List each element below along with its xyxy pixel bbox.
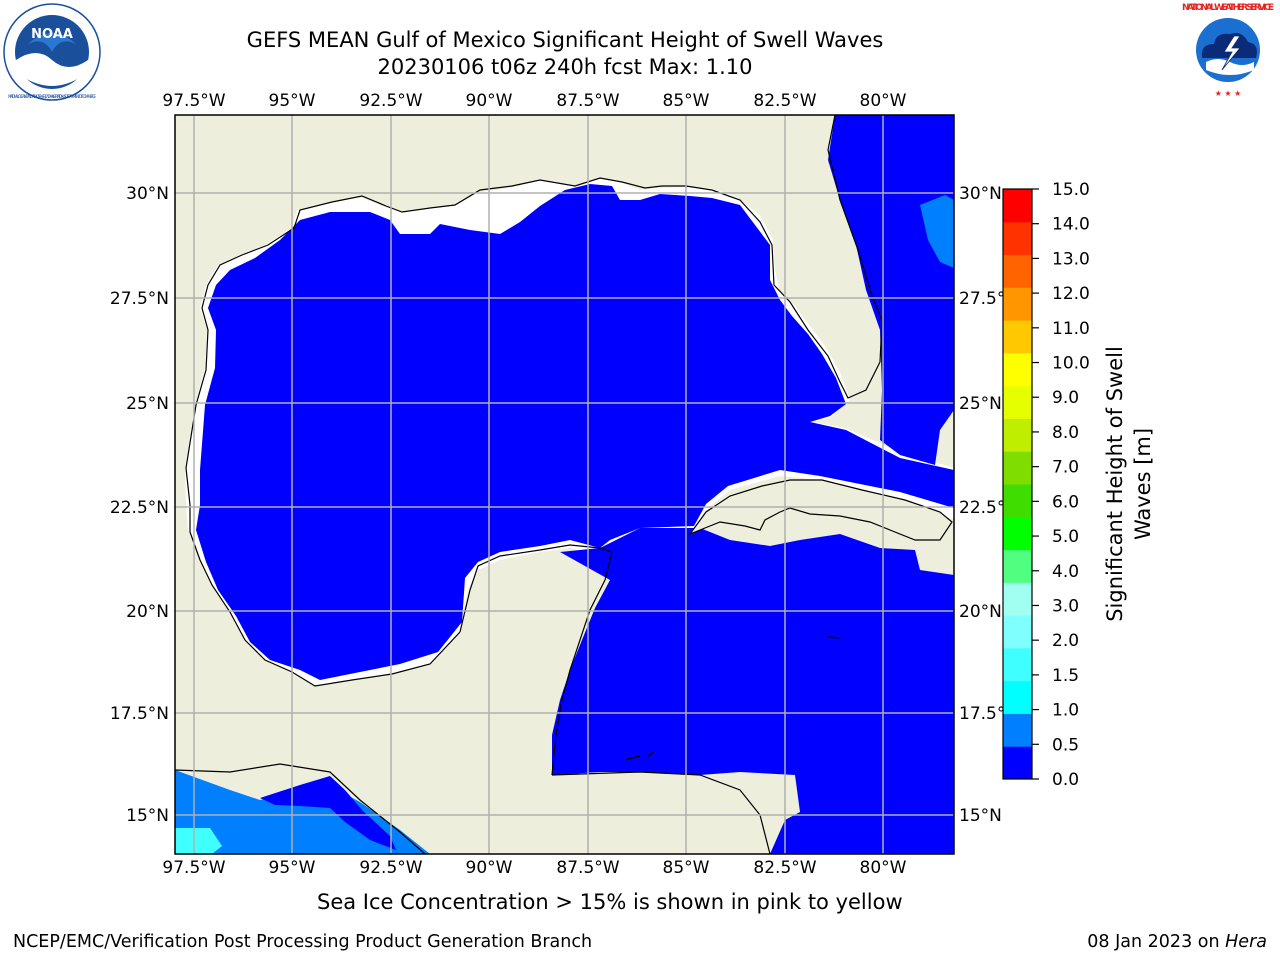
colorbar-label-line1: Significant Height of Swell <box>1103 346 1127 622</box>
colorbar-swatch <box>1003 549 1032 583</box>
colorbar-swatch <box>1003 287 1032 321</box>
cayman-island <box>827 636 841 639</box>
colorbar-swatch <box>1003 713 1032 747</box>
lon-label-bottom: 95°W <box>269 858 316 878</box>
atlantic-swell-patch <box>920 195 954 268</box>
footer-credit: NCEP/EMC/Verification Post Processing Pr… <box>13 932 593 952</box>
lon-label-top: 85°W <box>663 91 710 111</box>
colorbar-frame <box>1002 188 1033 780</box>
colorbar-tick-label: 11.0 <box>1052 319 1090 339</box>
lat-label-right: 30°N <box>959 184 1002 204</box>
colorbar-ticks: 0.0 0.5 1.0 1.5 2.0 3.0 4.0 5.0 6.0 7.0 8.0 9.0 10.0… <box>1032 180 1090 790</box>
chart-title: GEFS MEAN Gulf of Mexico Significant Hei… <box>246 28 884 52</box>
colorbar-tick-label: 3.0 <box>1052 596 1079 616</box>
gulf-water-deep <box>196 184 954 680</box>
noaa-logo-text: NOAA <box>31 27 73 42</box>
colorbar-label-line2: Waves [m] <box>1131 428 1155 540</box>
nws-ring-text: NATIONAL WEATHER SERVICE <box>1182 3 1274 13</box>
lat-label-left: 25°N <box>126 394 169 414</box>
colorbar-tick-label: 12.0 <box>1052 284 1090 304</box>
colorbar-swatch <box>1003 320 1032 354</box>
chart-subtitle: 20230106 t06z 240h fcst Max: 1.10 <box>377 55 753 79</box>
colorbar-tick-label: 6.0 <box>1052 492 1079 512</box>
colorbar-tick-label: 0.5 <box>1052 735 1079 755</box>
map-gridlines <box>175 115 954 854</box>
colorbar-tick-label: 5.0 <box>1052 527 1079 547</box>
atlantic-water <box>828 115 954 465</box>
lon-label-top: 95°W <box>269 91 316 111</box>
colorbar-swatch <box>1003 680 1032 714</box>
lon-label-bottom: 92.5°W <box>359 858 422 878</box>
lon-label-bottom: 80°W <box>860 858 907 878</box>
sea-ice-note: Sea Ice Concentration > 15% is shown in … <box>317 890 903 914</box>
colorbar-swatch <box>1003 647 1032 682</box>
colorbar-tick-label: 4.0 <box>1052 562 1079 582</box>
colorbar-tick-label: 1.5 <box>1052 666 1079 686</box>
lon-label-bottom: 85°W <box>663 858 710 878</box>
lon-label-bottom: 90°W <box>466 858 513 878</box>
colorbar-swatch <box>1003 746 1032 780</box>
noaa-ring-text: NATIONAL OCEANIC AND ATMOSPHERIC ADMINIS… <box>8 94 96 99</box>
svg-text:★ ★ ★: ★ ★ ★ <box>1215 89 1242 98</box>
lon-label-top: 92.5°W <box>359 91 422 111</box>
lat-label-right: 20°N <box>959 602 1002 622</box>
colorbar-swatch <box>1003 254 1032 288</box>
lon-label-top: 82.5°W <box>753 91 816 111</box>
lon-label-bottom: 82.5°W <box>753 858 816 878</box>
lat-label-left: 22.5°N <box>110 498 169 518</box>
colorbar-tick-label: 1.0 <box>1052 701 1079 721</box>
colorbar-swatch <box>1003 615 1032 649</box>
bay-islands <box>624 751 655 761</box>
pacific-water-deep <box>260 776 396 850</box>
pacific-swell-patch <box>175 828 222 854</box>
footer-date-text: 08 Jan 2023 on <box>1087 932 1226 952</box>
colorbar <box>1003 189 1032 780</box>
colorbar-tick-label: 8.0 <box>1052 423 1079 443</box>
colorbar-tick-label: 14.0 <box>1052 215 1090 235</box>
colorbar-tick-label: 9.0 <box>1052 388 1079 408</box>
colorbar-swatch <box>1003 352 1032 387</box>
lat-label-right: 15°N <box>959 806 1002 826</box>
noaa-logo: NOAA NATIONAL OCEANIC AND ATMOSPHERIC AD… <box>3 3 101 101</box>
colorbar-swatch <box>1003 516 1032 551</box>
lat-label-left: 27.5°N <box>110 289 169 309</box>
lat-label-right: 25°N <box>959 394 1002 414</box>
lon-label-bottom: 97.5°W <box>162 858 225 878</box>
colorbar-swatch <box>1003 451 1032 485</box>
lon-label-top: 87.5°W <box>556 91 619 111</box>
colorbar-swatch <box>1003 418 1032 452</box>
colorbar-tick-label: 7.0 <box>1052 458 1079 478</box>
footer-date: 08 Jan 2023 on Hera <box>1087 932 1267 952</box>
colorbar-tick-label: 15.0 <box>1052 180 1090 200</box>
lon-label-top: 97.5°W <box>162 91 225 111</box>
colorbar-swatch <box>1003 189 1032 223</box>
lon-label-bottom: 87.5°W <box>556 858 619 878</box>
lat-label-left: 20°N <box>126 602 169 622</box>
map-frame <box>174 114 955 855</box>
colorbar-tick-label: 0.0 <box>1052 770 1079 790</box>
colorbar-swatch <box>1003 582 1032 616</box>
lat-label-left: 17.5°N <box>110 704 169 724</box>
colorbar-tick-label: 10.0 <box>1052 354 1090 374</box>
colorbar-swatch <box>1003 221 1032 256</box>
lat-label-left: 30°N <box>126 184 169 204</box>
footer-host: Hera <box>1225 932 1267 952</box>
lon-label-top: 90°W <box>466 91 513 111</box>
colorbar-tick-label: 2.0 <box>1052 631 1079 651</box>
colorbar-tick-label: 13.0 <box>1052 249 1090 269</box>
nws-logo: NATIONAL WEATHER SERVICE ★ ★ ★ <box>1180 2 1276 98</box>
lon-label-top: 80°W <box>860 91 907 111</box>
colorbar-swatch <box>1003 484 1032 518</box>
colorbar-swatch <box>1003 385 1032 419</box>
lat-label-left: 15°N <box>126 806 169 826</box>
